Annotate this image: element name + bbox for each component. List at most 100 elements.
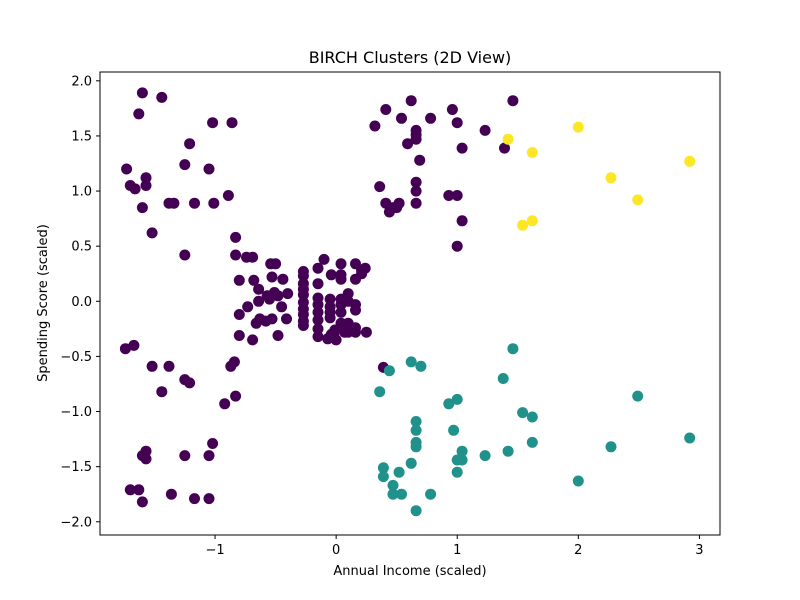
scatter-point	[318, 253, 330, 265]
scatter-point	[233, 309, 245, 320]
scatter-point	[391, 202, 403, 214]
scatter-point	[415, 360, 427, 372]
scatter-point	[312, 299, 324, 311]
scatter-point	[374, 181, 386, 193]
scatter-point	[369, 120, 381, 132]
scatter-point	[402, 138, 414, 150]
scatter-point	[129, 183, 141, 195]
scatter-point	[410, 441, 422, 453]
scatter-point	[456, 454, 468, 466]
scatter-point	[383, 365, 395, 377]
scatter-point	[324, 293, 336, 305]
y-tick-label: 2.0	[71, 74, 92, 89]
scatter-point	[208, 197, 220, 209]
scatter-point	[456, 215, 468, 227]
scatter-point	[297, 270, 309, 282]
scatter-point	[632, 194, 644, 206]
scatter-point	[297, 289, 309, 301]
scatter-point	[377, 471, 389, 483]
scatter-point	[282, 288, 294, 300]
x-tick-label: 0	[332, 543, 340, 558]
scatter-point	[253, 295, 265, 307]
scatter-point	[184, 377, 196, 389]
scatter-point	[451, 393, 463, 405]
scatter-point	[456, 142, 468, 154]
x-tick-label: 3	[695, 543, 703, 558]
scatter-point	[499, 142, 510, 154]
scatter-point	[446, 104, 458, 115]
scatter-point	[335, 269, 347, 281]
scatter-point	[163, 360, 175, 372]
scatter-point	[203, 450, 215, 462]
scatter-point	[146, 360, 158, 372]
scatter-point	[414, 154, 426, 166]
scatter-point	[517, 219, 529, 231]
scatter-point	[312, 314, 324, 326]
scatter-point	[189, 493, 200, 505]
scatter-point	[410, 505, 422, 517]
scatter-point	[479, 450, 491, 462]
scatter-point	[312, 323, 324, 335]
scatter-point	[156, 386, 168, 398]
scatter-point	[451, 466, 463, 478]
scatter-point	[230, 390, 242, 402]
scatter-point	[184, 138, 196, 150]
scatter-point	[276, 301, 288, 313]
scatter-point	[312, 262, 324, 274]
scatter-point	[270, 258, 282, 270]
scatter-point	[264, 293, 275, 305]
scatter-point	[133, 484, 145, 496]
scatter-point	[228, 356, 240, 368]
y-axis-label: Spending Score (scaled)	[36, 224, 51, 382]
scatter-point	[146, 227, 158, 239]
x-axis: −1 0 1 2 3	[205, 535, 704, 558]
scatter-point	[393, 466, 405, 478]
scatter-point	[377, 462, 389, 474]
scatter-point	[342, 288, 354, 300]
scatter-point	[207, 117, 219, 129]
scatter-point	[410, 424, 422, 436]
scatter-point	[329, 324, 341, 336]
scatter-point	[324, 312, 336, 324]
scatter-point	[526, 215, 538, 227]
scatter-point	[242, 301, 254, 313]
scatter-point	[684, 155, 696, 167]
scatter-point	[203, 493, 215, 505]
scatter-point	[165, 488, 177, 500]
scatter-point	[497, 373, 509, 384]
scatter-point	[405, 457, 417, 469]
scatter-point	[241, 251, 252, 263]
scatter-point	[272, 330, 284, 341]
scatter-point	[507, 95, 519, 107]
scatter-point	[605, 172, 617, 184]
scatter-point	[222, 190, 234, 201]
scatter-point	[312, 278, 324, 290]
scatter-point	[136, 202, 148, 214]
scatter-point	[396, 488, 407, 500]
scatter-point	[605, 441, 617, 453]
scatter-point	[443, 190, 455, 201]
scatter-point	[133, 108, 145, 120]
scatter-point	[387, 479, 399, 491]
scatter-point	[266, 313, 278, 325]
scatter-point	[350, 326, 361, 338]
scatter-point	[572, 475, 584, 487]
scatter-point	[233, 330, 245, 341]
x-tick-label: −1	[205, 543, 224, 558]
y-tick-label: −1.0	[60, 405, 92, 420]
scatter-point	[281, 313, 292, 325]
scatter-point	[226, 117, 238, 129]
scatter-point	[517, 407, 529, 419]
scatter-point	[248, 274, 260, 286]
scatter-point	[335, 306, 347, 318]
scatter-point	[448, 424, 460, 436]
scatter-point	[272, 290, 284, 302]
scatter-point	[456, 445, 468, 457]
scatter-point	[230, 231, 242, 243]
scatter-point	[140, 180, 152, 191]
y-axis: −2.0 −1.5 −1.0 −0.5 0.0 0.5 1.0 1.5 2.0	[60, 74, 100, 530]
scatter-point	[140, 172, 152, 184]
scatter-point	[410, 133, 422, 145]
